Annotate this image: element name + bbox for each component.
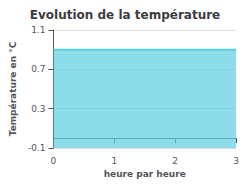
svg-text:3: 3 (233, 156, 239, 166)
svg-text:0.3: 0.3 (31, 104, 45, 114)
svg-text:0: 0 (51, 156, 57, 166)
svg-text:Evolution de la température: Evolution de la température (30, 8, 221, 22)
svg-text:heure par heure: heure par heure (104, 169, 186, 179)
svg-text:-0.1: -0.1 (28, 143, 46, 153)
svg-text:1.1: 1.1 (31, 25, 45, 35)
svg-text:Température en °C: Température en °C (8, 41, 18, 136)
svg-text:2: 2 (172, 156, 178, 166)
svg-text:0.7: 0.7 (31, 64, 45, 74)
svg-text:1: 1 (111, 156, 117, 166)
